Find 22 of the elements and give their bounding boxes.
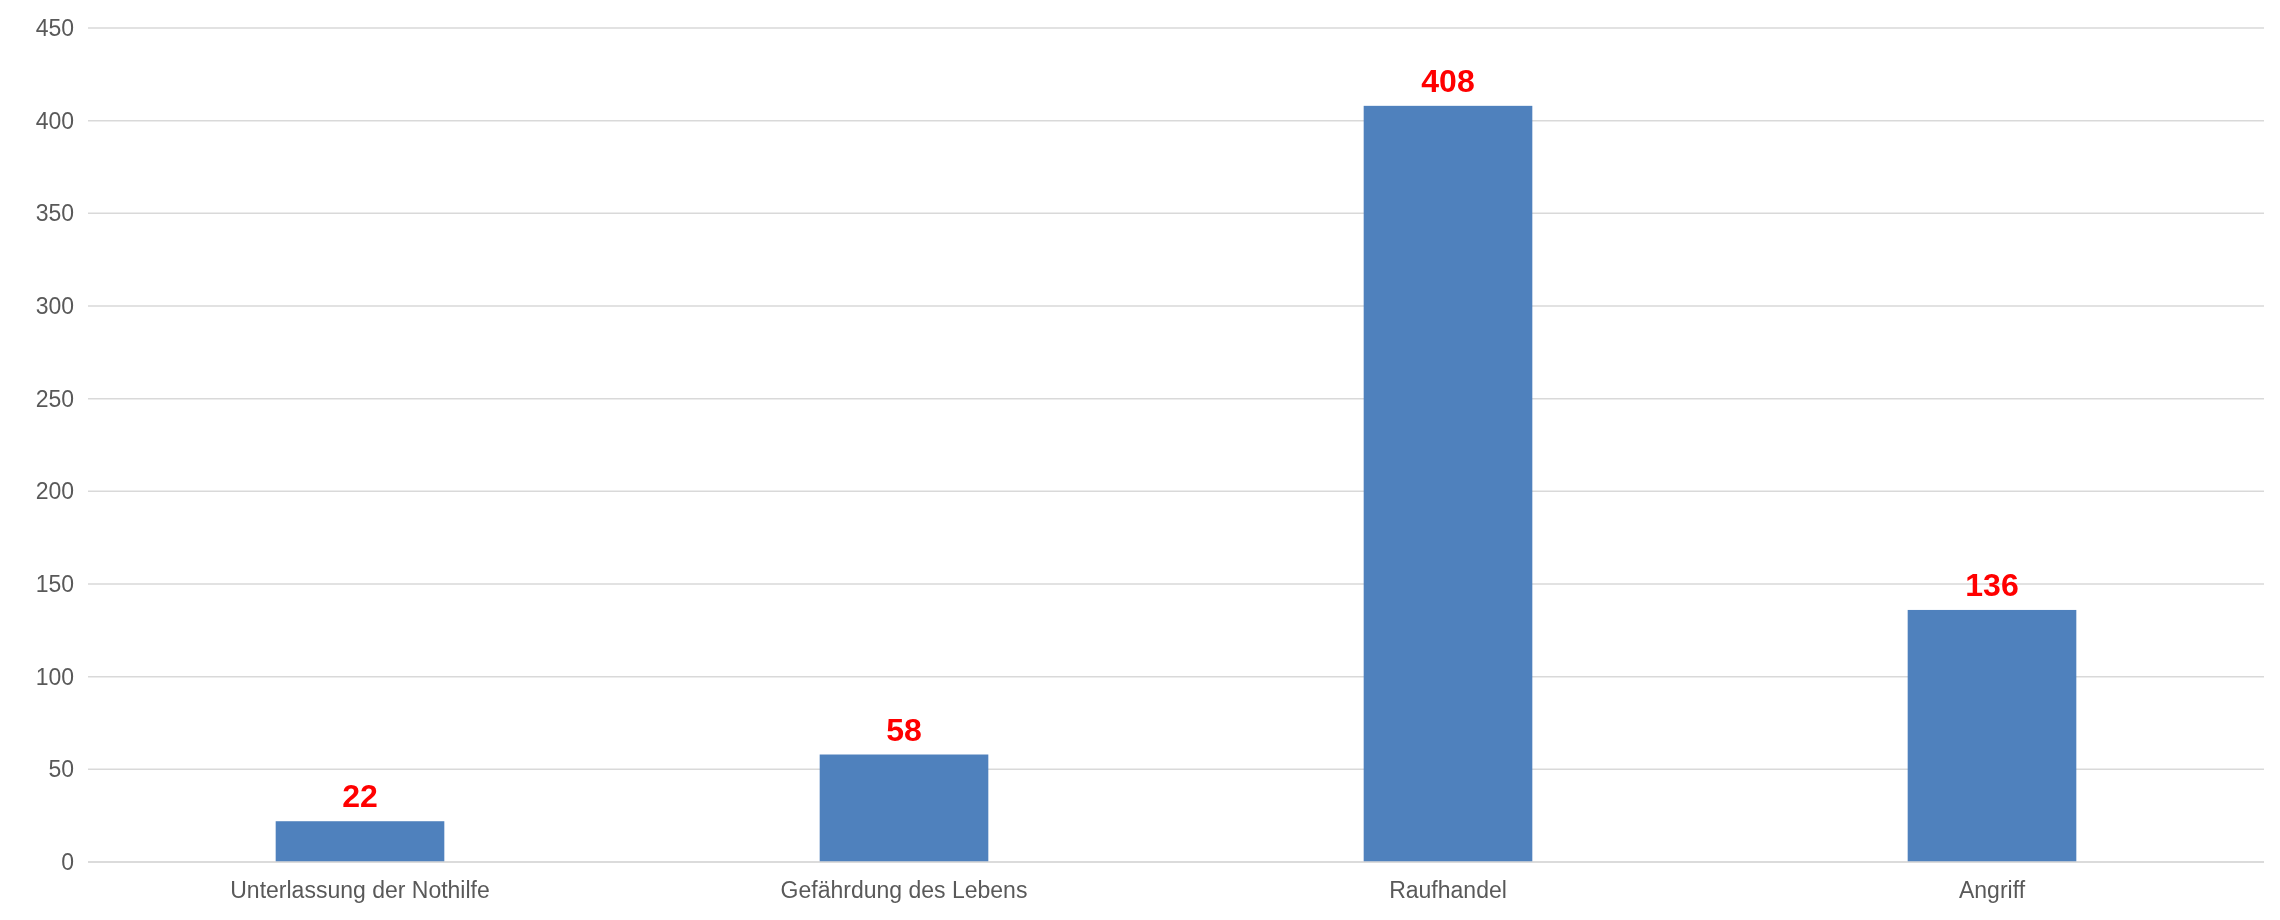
data-label: 408 — [1421, 62, 1475, 99]
y-tick-label: 150 — [35, 571, 74, 598]
x-tick-label: Raufhandel — [1389, 877, 1507, 903]
x-tick-label: Gefährdung des Lebens — [780, 877, 1028, 903]
x-tick-label: Unterlassung der Nothilfe — [230, 877, 490, 903]
bar — [1907, 609, 2077, 862]
y-tick-label: 0 — [61, 849, 74, 876]
x-tick-label: Angriff — [1958, 877, 2026, 903]
y-tick-label: 200 — [35, 478, 74, 505]
data-label: 136 — [1965, 566, 2019, 603]
bar — [275, 821, 445, 862]
data-label: 22 — [342, 778, 378, 815]
bar — [819, 754, 989, 862]
y-tick-label: 450 — [35, 15, 74, 42]
y-tick-label: 400 — [35, 107, 74, 134]
y-tick-label: 250 — [35, 385, 74, 412]
bar — [1363, 105, 1533, 862]
y-tick-label: 100 — [35, 663, 74, 690]
y-tick-label: 350 — [35, 200, 74, 227]
y-tick-label: 50 — [48, 756, 74, 783]
data-label: 58 — [886, 711, 922, 748]
y-tick-label: 300 — [35, 293, 74, 320]
